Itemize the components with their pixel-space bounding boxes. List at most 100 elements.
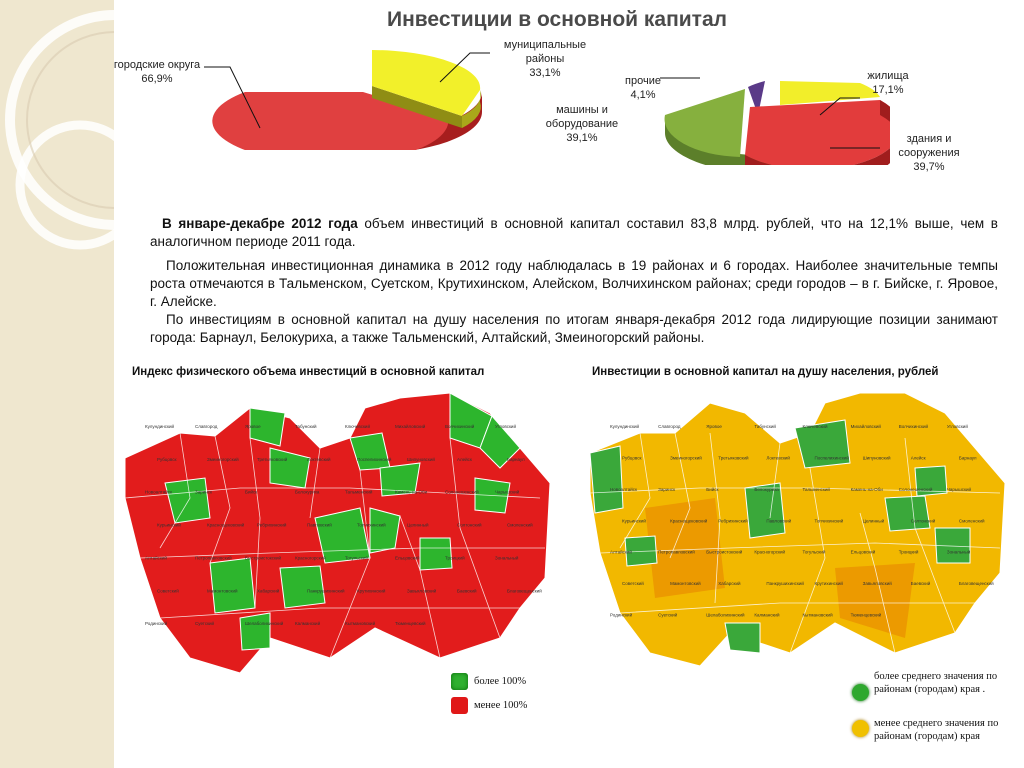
map-place-label: Поспелихинский [815, 454, 850, 460]
map-place-label: Панкрушихинский [307, 587, 345, 593]
map-place-label: Белокуриха [754, 487, 779, 492]
map-place-label: Мамонтовский [670, 580, 701, 586]
map-place-label: Калманский [754, 612, 780, 618]
map-place-label: Белокуриха [295, 490, 320, 495]
map-place-label: Змеиногорский [670, 454, 702, 460]
map-place-label: Баевский [457, 587, 477, 593]
text-p3: По инвестициям в основной капитал на душ… [150, 312, 998, 345]
map2-title: Инвестиции в основной капитал на душу на… [592, 366, 939, 378]
map-place-label: Камень-на-Оби [851, 487, 884, 492]
map-place-label: Бийск [706, 486, 718, 492]
map-place-label: Благовещенский [507, 587, 542, 593]
legend-swatch-green [451, 673, 468, 690]
map-place-label: Ключевский [803, 423, 828, 429]
map-place-label: Михайловский [395, 423, 426, 429]
map-place-label: Табунский [754, 423, 776, 429]
map-place-label: Калманский [295, 620, 321, 626]
page-title: Инвестиции в основной капитал [387, 8, 727, 31]
map-place-label: Славгород [658, 424, 681, 429]
map-place-label: Тогульский [345, 554, 368, 560]
map-place-label: Завьяловский [407, 587, 437, 593]
map-place-label: Волчихинский [899, 423, 929, 429]
map-place-label: Кулундинский [145, 423, 174, 429]
map-place-label: Троицкий [899, 549, 919, 555]
map-place-label: Тогульский [803, 549, 826, 555]
map-1: Кулундинский Славгород Яровое Табунский Ключ… [124, 392, 551, 674]
map-place-label: Змеиногорский [207, 456, 239, 462]
map-place-label: Быстроистокский [245, 554, 282, 560]
map-place-label: Солтонский [911, 517, 936, 523]
map-place-label: Ключевский [345, 423, 370, 429]
pie1-leader-lines [204, 52, 490, 129]
map-place-label: Алейск [457, 456, 472, 462]
map-place-label: Славгород [195, 424, 218, 429]
map-place-label: Тальменский [803, 486, 831, 492]
map-place-label: Троицкий [445, 554, 465, 560]
map-place-label: Солтонский [457, 522, 482, 528]
map-place-label: Павловский [307, 522, 332, 528]
map-place-label: Алейск [911, 454, 926, 460]
text-block: В январе-декабре 2012 года объем инвести… [150, 215, 998, 347]
map-place-label: Родинский [610, 612, 633, 618]
map-place-label: Чарышский [947, 486, 972, 492]
map-place-label: Солонешенский [899, 486, 933, 492]
map-place-label: Кытмановский [345, 620, 376, 626]
map-place-label: Курьинский [157, 522, 181, 528]
map-place-label: Красногорский [295, 554, 326, 560]
map-place-label: Хабарский [718, 580, 741, 586]
map-place-label: Панкрушихинский [766, 580, 804, 586]
map-place-label: Завьяловский [863, 580, 893, 586]
map-place-label: Кулундинский [610, 423, 639, 429]
map-place-label: Советский [622, 580, 644, 586]
map1-title: Индекс физического объема инвестиций в о… [132, 366, 485, 378]
map-2: Кулундинский Славгород Яровое Табунский Ключ… [589, 392, 1006, 667]
map-place-label: Топчихинский [815, 517, 844, 523]
text-bold-lead: В январе-декабре 2012 года [162, 216, 358, 231]
map-place-label: Благовещенский [959, 580, 994, 586]
map-place-label: Топчихинский [357, 522, 386, 528]
map-place-label: Новоалтайск [145, 489, 172, 495]
map-place-label: Ребрихинский [718, 517, 748, 523]
map-place-label: Кытмановский [803, 612, 834, 618]
map-place-label: Зональный [495, 554, 519, 560]
map-place-label: Солонешенский [445, 489, 479, 495]
map-place-label: Быстроистокский [706, 549, 743, 555]
legend-swatch-red [451, 697, 468, 714]
map-place-label: Третьяковский [257, 456, 288, 462]
map-place-label: Красногорский [754, 549, 785, 555]
map-place-label: Зональный [947, 549, 971, 555]
map-place-label: Шипуновский [407, 456, 435, 462]
map-place-label: Табунский [295, 423, 317, 429]
map-place-label: Краснощековский [670, 517, 708, 523]
label-zdaniya: здания и сооружения 39,7% [898, 133, 960, 173]
text-p1: объем инвестиций в основной капитал сост… [150, 216, 998, 249]
map-place-label: Смоленский [959, 517, 985, 523]
map-place-label: Суетский [658, 612, 678, 618]
map-place-label: Камень-на-Оби [395, 490, 428, 495]
map-place-label: Бийск [245, 489, 257, 495]
label-municipal-rayony: муниципальные районы 33,1% [503, 39, 587, 79]
map-place-label: Михайловский [851, 423, 882, 429]
map-place-label: Ребрихинский [257, 522, 287, 528]
map-place-label: Ельцовский [395, 554, 420, 560]
map-place-label: Целинный [407, 522, 429, 528]
decorative-sidebar [0, 0, 114, 768]
legend-label-more-100: более 100% [474, 676, 527, 687]
map-place-label: Петропавловский [658, 549, 695, 555]
map-place-label: Краснощековский [207, 522, 245, 528]
map-place-label: Яровое [706, 424, 722, 429]
text-p2: Положительная инвестиционная динамика в … [150, 258, 998, 309]
map-place-label: Шипуновский [863, 454, 891, 460]
map-place-label: Яровое [245, 424, 261, 429]
map-place-label: Заринск [658, 487, 675, 492]
map-place-label: Петропавловский [195, 554, 232, 560]
map-place-label: Хабарский [257, 587, 280, 593]
label-prochie: прочие 4,1% [625, 75, 661, 101]
map-place-label: Локтевский [766, 454, 790, 460]
map-place-label: Волчихинский [445, 423, 475, 429]
legend-swatch-green-2 [852, 684, 869, 701]
map-place-label: Алтайский [145, 554, 167, 560]
map-place-label: Крутихинский [815, 580, 844, 586]
pie-chart-2 [664, 81, 890, 165]
map-place-label: Тальменский [345, 489, 373, 495]
